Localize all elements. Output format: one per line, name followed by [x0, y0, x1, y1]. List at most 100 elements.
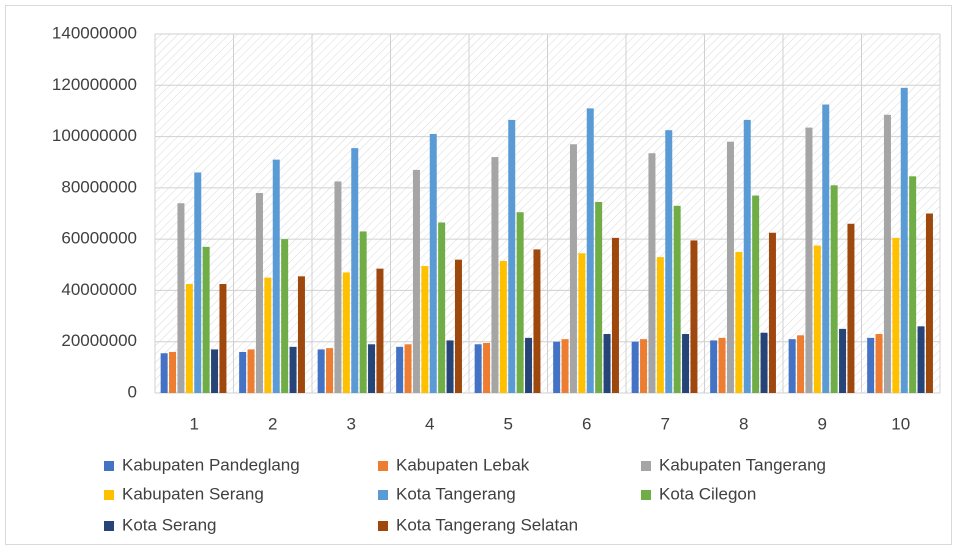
- y-tick-label: 20000000: [61, 331, 137, 350]
- bar: [797, 335, 805, 393]
- y-tick-label: 80000000: [61, 177, 137, 196]
- legend-marker: [104, 490, 114, 500]
- bar: [160, 353, 168, 393]
- bar: [474, 344, 482, 393]
- bar: [569, 144, 577, 393]
- bar: [454, 259, 462, 393]
- bar: [561, 339, 569, 393]
- legend-marker: [378, 461, 388, 471]
- bar: [376, 268, 384, 393]
- bar: [533, 249, 541, 393]
- bar: [586, 108, 594, 393]
- legend-label: Kabupaten Lebak: [396, 455, 530, 474]
- bar: [718, 337, 726, 393]
- bar: [909, 176, 917, 393]
- bar: [892, 237, 900, 393]
- x-tick-label: 2: [268, 414, 277, 433]
- legend-marker: [641, 461, 651, 471]
- bar: [631, 341, 639, 393]
- bar: [726, 141, 734, 393]
- legend-label: Kabupaten Pandeglang: [122, 455, 300, 474]
- legend-marker: [104, 461, 114, 471]
- x-tick-label: 4: [425, 414, 434, 433]
- bar: [499, 260, 507, 393]
- bar: [578, 253, 586, 393]
- y-tick-label: 60000000: [61, 229, 137, 248]
- bar: [272, 159, 280, 393]
- bar: [396, 346, 404, 393]
- bar: [640, 339, 648, 393]
- bar: [839, 328, 847, 393]
- bar: [429, 134, 437, 393]
- bar: [491, 157, 499, 393]
- bar: [202, 246, 210, 393]
- bar: [665, 130, 673, 394]
- bar: [351, 148, 359, 393]
- bar: [438, 222, 446, 393]
- legend-label: Kabupaten Serang: [122, 484, 264, 503]
- bar: [690, 240, 698, 393]
- bar: [822, 104, 830, 394]
- bar: [900, 87, 908, 393]
- legend-label: Kota Cilegon: [659, 484, 756, 503]
- x-tick-label: 5: [504, 414, 513, 433]
- bar: [281, 239, 289, 393]
- bar: [917, 326, 925, 393]
- bar: [743, 119, 751, 394]
- bar: [334, 181, 342, 393]
- legend-marker: [104, 521, 114, 531]
- legend-label: Kabupaten Tangerang: [659, 455, 826, 474]
- bar: [673, 205, 681, 393]
- bar: [682, 334, 690, 393]
- y-tick-label: 140000000: [52, 23, 137, 42]
- bar: [169, 351, 177, 393]
- bar: [752, 195, 760, 393]
- bar: [264, 277, 272, 393]
- bar: [925, 213, 933, 393]
- bar: [813, 245, 821, 393]
- bar: [421, 266, 429, 393]
- bar: [735, 251, 743, 393]
- x-tick-label: 10: [891, 414, 910, 433]
- x-tick-label: 8: [739, 414, 748, 433]
- y-tick-label: 0: [128, 382, 137, 401]
- bar: [297, 276, 305, 393]
- bar: [255, 192, 263, 393]
- bar: [883, 114, 891, 394]
- bar: [788, 339, 796, 393]
- bar: [194, 172, 202, 393]
- bar: [656, 257, 664, 393]
- legend-marker: [641, 490, 651, 500]
- bar: [446, 340, 454, 393]
- y-tick-label: 100000000: [52, 126, 137, 145]
- bar: [211, 349, 219, 393]
- bar: [404, 344, 412, 393]
- x-tick-label: 1: [190, 414, 199, 433]
- legend-label: Kota Tangerang: [396, 484, 516, 503]
- y-tick-label: 120000000: [52, 75, 137, 94]
- bar: [768, 232, 776, 393]
- x-tick-label: 3: [347, 414, 356, 433]
- bar: [247, 349, 255, 393]
- x-tick-label: 6: [582, 414, 591, 433]
- bar: [219, 284, 227, 393]
- bar: [289, 346, 297, 393]
- bar: [867, 337, 875, 393]
- legend-label: Kota Serang: [122, 515, 217, 534]
- bar: [710, 340, 718, 393]
- y-tick-label: 40000000: [61, 280, 137, 299]
- legend-label: Kota Tangerang Selatan: [396, 515, 578, 534]
- bar: [317, 349, 325, 393]
- bar: [847, 223, 855, 393]
- bar: [185, 284, 193, 393]
- bar: [875, 334, 883, 393]
- bar: [553, 341, 561, 393]
- bar: [508, 119, 516, 394]
- x-tick-label: 9: [818, 414, 827, 433]
- bar: [611, 237, 619, 393]
- bar: [177, 203, 185, 393]
- bar: [525, 337, 533, 393]
- legend-marker: [378, 490, 388, 500]
